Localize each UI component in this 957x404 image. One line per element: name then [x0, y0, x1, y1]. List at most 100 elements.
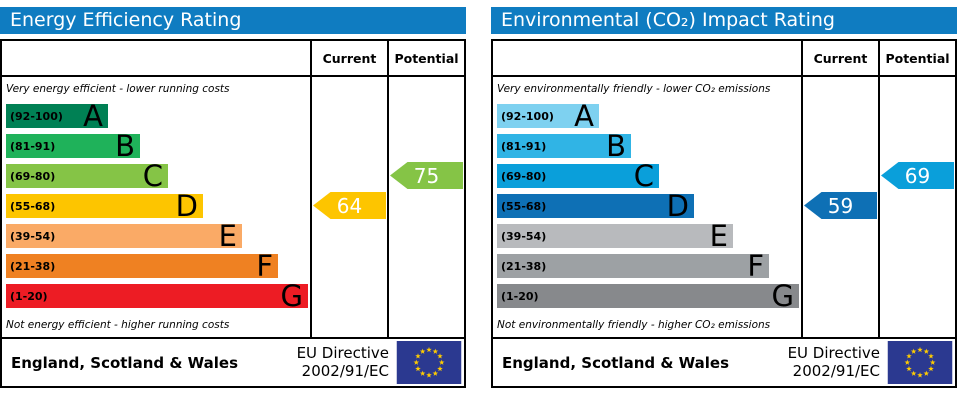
band-range: (92-100)	[10, 109, 63, 123]
table-header: Current Potential	[493, 41, 955, 77]
bands-column: Very energy efficient - lower running co…	[2, 77, 310, 337]
band-row-g: (1-20) G	[6, 281, 310, 311]
header-spacer	[493, 41, 801, 75]
eu-directive-line2: 2002/91/EC	[792, 361, 880, 380]
band-range: (21-38)	[10, 259, 56, 273]
epc-ratings: Energy Efficiency Rating Current Potenti…	[0, 7, 957, 388]
current-rating-value: 59	[827, 193, 854, 218]
eu-directive-label: EU Directive 2002/91/EC	[787, 344, 880, 380]
band-row-d: (55-68) D	[6, 191, 310, 221]
band-bar-c: (69-80) C	[6, 159, 168, 193]
band-row-b: (81-91) B	[6, 131, 310, 161]
band-letter: C	[633, 159, 654, 193]
band-range: (69-80)	[10, 169, 56, 183]
energy-efficiency-panel: Energy Efficiency Rating Current Potenti…	[0, 7, 466, 388]
header-spacer	[2, 41, 310, 75]
band-range: (92-100)	[501, 109, 554, 123]
band-bar-f: (21-38) F	[497, 249, 769, 283]
band-range: (81-91)	[10, 139, 56, 153]
band-range: (21-38)	[501, 259, 547, 273]
table-body: Very energy efficient - lower running co…	[2, 77, 464, 337]
current-column-header: Current	[801, 41, 878, 75]
band-row-g: (1-20) G	[497, 281, 801, 311]
eu-flag-icon	[887, 341, 953, 384]
band-bar-e: (39-54) E	[6, 219, 242, 253]
rating-table: Current Potential Very environmentally f…	[491, 39, 957, 339]
band-range: (69-80)	[501, 169, 547, 183]
current-rating-value: 64	[336, 193, 363, 218]
bands-column: Very environmentally friendly - lower CO…	[493, 77, 801, 337]
band-letter: A	[83, 99, 103, 133]
band-letter: E	[709, 219, 728, 253]
panel-footer: England, Scotland & Wales EU Directive 2…	[0, 339, 466, 388]
panel-footer: England, Scotland & Wales EU Directive 2…	[491, 339, 957, 388]
band-letter: A	[574, 99, 594, 133]
band-row-b: (81-91) B	[497, 131, 801, 161]
panel-title: Energy Efficiency Rating	[0, 7, 466, 34]
environmental-impact-panel: Environmental (CO₂) Impact Rating Curren…	[491, 7, 957, 388]
panel-title: Environmental (CO₂) Impact Rating	[491, 7, 957, 34]
table-body: Very environmentally friendly - lower CO…	[493, 77, 955, 337]
rating-table: Current Potential Very energy efficient …	[0, 39, 466, 339]
bottom-caption: Not environmentally friendly - higher CO…	[497, 319, 771, 331]
band-letter: D	[175, 189, 198, 223]
band-letter: B	[115, 129, 135, 163]
eu-directive-line1: EU Directive	[787, 344, 880, 363]
band-row-f: (21-38) F	[497, 251, 801, 281]
band-letter: C	[142, 159, 163, 193]
band-bar-d: (55-68) D	[6, 189, 203, 223]
potential-column: 69	[878, 77, 955, 337]
current-rating-arrow: 64	[313, 192, 386, 219]
band-range: (1-20)	[501, 289, 539, 303]
band-range: (1-20)	[10, 289, 48, 303]
current-column-header: Current	[310, 41, 387, 75]
band-letter: F	[256, 249, 273, 283]
band-range: (39-54)	[501, 229, 547, 243]
potential-rating-arrow: 69	[881, 162, 954, 189]
band-bar-a: (92-100) A	[497, 99, 599, 133]
potential-rating-value: 75	[413, 163, 440, 188]
band-bar-c: (69-80) C	[497, 159, 659, 193]
current-column: 64	[310, 77, 387, 337]
band-row-e: (39-54) E	[6, 221, 310, 251]
band-bar-g: (1-20) G	[497, 279, 799, 313]
band-letter: B	[606, 129, 626, 163]
band-row-f: (21-38) F	[6, 251, 310, 281]
eu-directive-line2: 2002/91/EC	[301, 361, 389, 380]
band-bar-g: (1-20) G	[6, 279, 308, 313]
band-letter: G	[280, 279, 303, 313]
table-header: Current Potential	[2, 41, 464, 77]
eu-directive-line1: EU Directive	[296, 344, 389, 363]
band-bar-a: (92-100) A	[6, 99, 108, 133]
region-label: England, Scotland & Wales	[502, 353, 730, 372]
potential-column: 75	[387, 77, 464, 337]
current-column: 59	[801, 77, 878, 337]
band-row-e: (39-54) E	[497, 221, 801, 251]
band-bar-d: (55-68) D	[497, 189, 694, 223]
band-range: (55-68)	[10, 199, 56, 213]
band-bar-f: (21-38) F	[6, 249, 278, 283]
potential-column-header: Potential	[878, 41, 955, 75]
potential-rating-value: 69	[904, 163, 931, 188]
band-row-a: (92-100) A	[497, 101, 801, 131]
band-bar-e: (39-54) E	[497, 219, 733, 253]
current-rating-arrow: 59	[804, 192, 877, 219]
band-range: (55-68)	[501, 199, 547, 213]
band-letter: D	[666, 189, 689, 223]
band-bar-b: (81-91) B	[497, 129, 631, 163]
bottom-caption: Not energy efficient - higher running co…	[6, 319, 230, 331]
top-caption: Very energy efficient - lower running co…	[6, 83, 230, 95]
eu-directive-label: EU Directive 2002/91/EC	[296, 344, 389, 380]
potential-column-header: Potential	[387, 41, 464, 75]
band-bar-b: (81-91) B	[6, 129, 140, 163]
band-row-a: (92-100) A	[6, 101, 310, 131]
band-letter: E	[218, 219, 237, 253]
band-letter: F	[747, 249, 764, 283]
band-letter: G	[771, 279, 794, 313]
region-label: England, Scotland & Wales	[11, 353, 239, 372]
band-row-c: (69-80) C	[497, 161, 801, 191]
band-row-c: (69-80) C	[6, 161, 310, 191]
top-caption: Very environmentally friendly - lower CO…	[497, 83, 771, 95]
band-range: (39-54)	[10, 229, 56, 243]
potential-rating-arrow: 75	[390, 162, 463, 189]
